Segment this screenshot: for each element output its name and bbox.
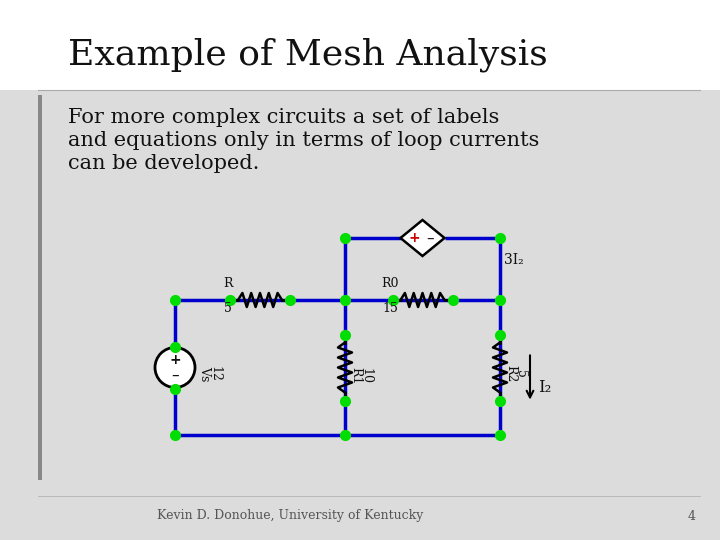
Text: 15: 15 (382, 302, 398, 315)
Circle shape (155, 348, 195, 388)
Text: Vs: Vs (198, 366, 211, 381)
Text: I₂: I₂ (538, 379, 552, 396)
Text: 3I₂: 3I₂ (504, 253, 523, 267)
Text: –: – (171, 368, 179, 383)
Text: 5: 5 (224, 302, 232, 315)
Text: R1: R1 (349, 367, 362, 384)
Text: Kevin D. Donohue, University of Kentucky: Kevin D. Donohue, University of Kentucky (157, 510, 423, 523)
Text: +: + (169, 354, 181, 368)
Text: 5: 5 (514, 369, 527, 377)
Text: R0: R0 (382, 277, 400, 290)
Text: R: R (223, 277, 233, 290)
Text: can be developed.: can be developed. (68, 154, 259, 173)
Bar (0, 0, 720, 90)
Text: and equations only in terms of loop currents: and equations only in terms of loop curr… (68, 131, 539, 150)
Text: Example of Mesh Analysis: Example of Mesh Analysis (68, 38, 548, 72)
Bar (38, 95, 42, 480)
Polygon shape (400, 220, 444, 256)
Text: 10: 10 (359, 368, 372, 383)
Text: +: + (409, 231, 420, 245)
Text: 4: 4 (688, 510, 696, 523)
Text: For more complex circuits a set of labels: For more complex circuits a set of label… (68, 108, 500, 127)
Text: –: – (427, 231, 434, 246)
Text: R2: R2 (504, 365, 517, 382)
Text: 12: 12 (208, 366, 221, 381)
